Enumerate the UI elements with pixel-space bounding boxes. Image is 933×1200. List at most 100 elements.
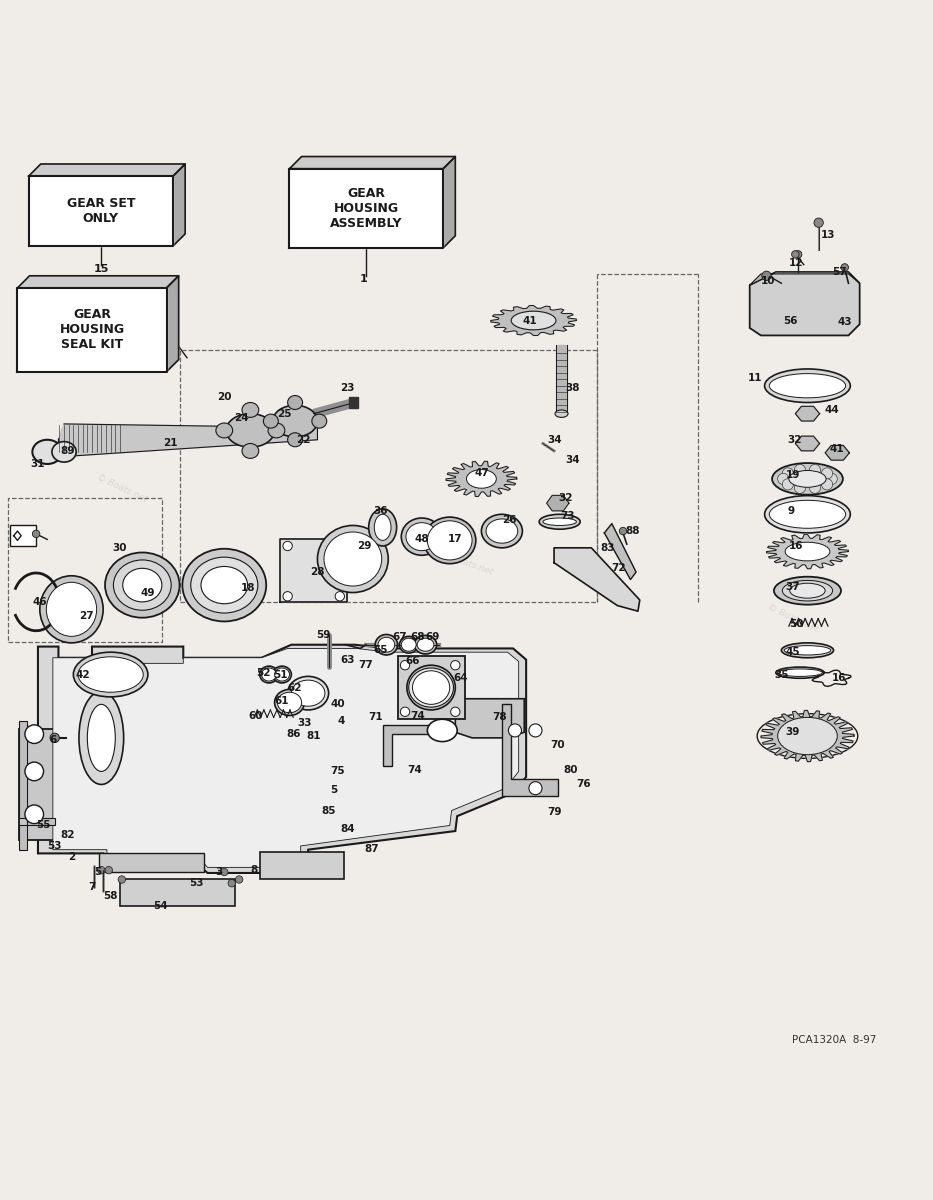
Ellipse shape [412,671,450,704]
Text: © Boats.net: © Boats.net [766,602,819,635]
Ellipse shape [79,691,124,785]
Ellipse shape [427,521,472,560]
Text: 84: 84 [340,824,355,834]
Text: 56: 56 [784,316,798,325]
Ellipse shape [481,515,522,548]
Circle shape [794,251,801,258]
Polygon shape [383,725,433,766]
Text: 3: 3 [216,868,222,877]
Ellipse shape [274,690,304,715]
Ellipse shape [190,557,258,613]
Ellipse shape [74,652,148,697]
Ellipse shape [466,469,496,488]
Text: 13: 13 [821,230,835,240]
Circle shape [508,724,522,737]
Text: 68: 68 [411,632,425,642]
Polygon shape [825,445,849,460]
Text: 64: 64 [453,673,468,683]
Text: 70: 70 [550,740,565,750]
Polygon shape [605,523,636,580]
Text: 57: 57 [832,268,846,277]
Polygon shape [289,169,443,248]
Ellipse shape [776,667,824,678]
Polygon shape [750,272,859,286]
Ellipse shape [312,414,327,428]
Text: 80: 80 [564,764,578,774]
Circle shape [235,876,243,883]
Ellipse shape [770,373,845,398]
Bar [179,350,597,602]
Text: GEAR
HOUSING
ASSEMBLY: GEAR HOUSING ASSEMBLY [330,187,403,229]
Ellipse shape [287,677,328,710]
Polygon shape [502,704,558,796]
Ellipse shape [770,500,845,528]
Ellipse shape [261,668,276,682]
Text: 46: 46 [33,596,48,607]
Polygon shape [259,852,343,880]
Ellipse shape [401,518,442,556]
Text: 32: 32 [787,434,801,445]
Ellipse shape [287,396,302,409]
Polygon shape [554,548,640,611]
Circle shape [33,530,40,538]
Text: 72: 72 [611,563,626,574]
Polygon shape [556,344,567,412]
Text: 47: 47 [474,468,489,479]
Text: 35: 35 [774,670,788,679]
Ellipse shape [114,560,171,611]
Polygon shape [280,539,347,602]
Polygon shape [53,648,519,868]
Text: 69: 69 [425,632,440,642]
Text: 49: 49 [141,588,155,598]
Text: 67: 67 [392,632,407,642]
Text: 5: 5 [94,868,101,877]
Text: 21: 21 [163,438,177,449]
Text: 23: 23 [340,383,355,392]
Text: © Boats.net: © Boats.net [439,550,494,576]
Text: 5: 5 [330,785,338,796]
Text: 65: 65 [373,646,388,655]
Circle shape [821,479,832,490]
Ellipse shape [369,509,397,546]
Circle shape [529,781,542,794]
Text: PCA1320A  8-97: PCA1320A 8-97 [792,1036,876,1045]
Circle shape [620,527,627,535]
Text: 75: 75 [330,767,345,776]
Ellipse shape [409,668,453,707]
Ellipse shape [486,518,518,544]
Circle shape [782,479,793,490]
Circle shape [841,264,848,271]
Text: 87: 87 [364,844,379,853]
Circle shape [794,464,805,475]
Bar [8,498,161,642]
Ellipse shape [242,444,258,458]
Ellipse shape [78,656,144,692]
Text: 8: 8 [250,865,258,875]
Circle shape [335,541,344,551]
Text: 71: 71 [368,713,383,722]
Text: 86: 86 [286,730,300,739]
Ellipse shape [401,638,416,652]
Ellipse shape [417,638,434,652]
Polygon shape [29,164,185,176]
Text: 12: 12 [789,258,803,268]
Circle shape [25,762,44,781]
Ellipse shape [226,414,274,448]
Circle shape [98,866,105,874]
Circle shape [809,464,820,475]
Circle shape [529,724,542,737]
Text: 30: 30 [113,542,127,553]
Text: 27: 27 [79,611,93,620]
Text: 1: 1 [360,274,368,283]
Circle shape [814,218,823,227]
Ellipse shape [277,692,301,713]
Polygon shape [547,496,569,511]
Text: 34: 34 [565,455,580,466]
Ellipse shape [272,666,291,683]
Ellipse shape [268,422,285,438]
Ellipse shape [123,569,161,602]
Ellipse shape [182,548,266,622]
Text: 31: 31 [31,458,45,469]
Polygon shape [120,880,235,906]
Polygon shape [20,728,57,840]
